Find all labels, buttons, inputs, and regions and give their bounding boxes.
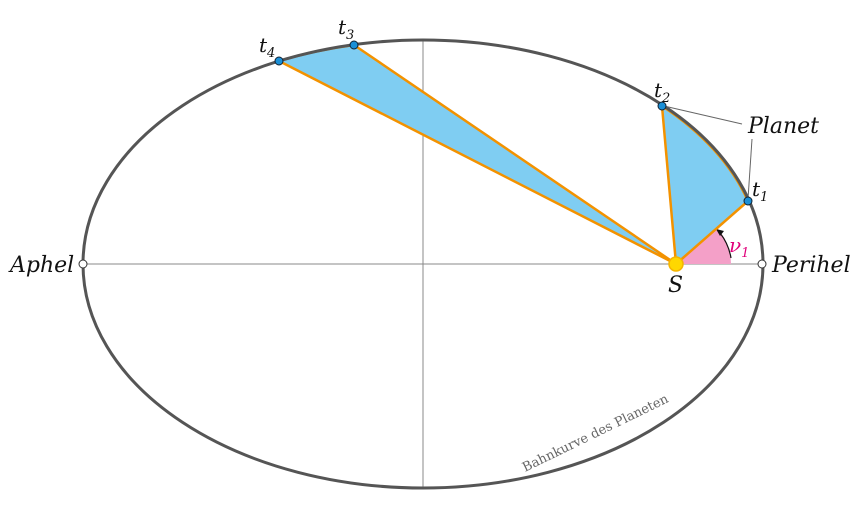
t3-label: t3 bbox=[338, 15, 354, 43]
planet-label: Planet bbox=[747, 114, 819, 139]
planet-t1 bbox=[743, 196, 753, 206]
planet-t4 bbox=[274, 56, 284, 66]
aphel-point bbox=[78, 259, 88, 269]
orbit-label: Bahnkurve des Planeten bbox=[520, 391, 671, 475]
t2-label: t2 bbox=[654, 78, 670, 106]
leader-line-t1 bbox=[747, 138, 753, 200]
perihel-label: Perihel bbox=[771, 253, 851, 278]
sun-label: S bbox=[668, 273, 683, 298]
t1-label: t1 bbox=[752, 177, 768, 205]
arrow-head-icon bbox=[716, 229, 724, 236]
perihel-point bbox=[757, 259, 767, 269]
true-anomaly-sector bbox=[676, 229, 731, 264]
planet-t3 bbox=[349, 40, 359, 50]
aphel-label: Aphel bbox=[8, 253, 74, 278]
sun-icon bbox=[668, 256, 684, 272]
leader-line-t2 bbox=[663, 105, 743, 125]
swept-area-t3-t4 bbox=[277, 43, 678, 266]
planet-t2 bbox=[657, 101, 667, 111]
t4-label: t4 bbox=[259, 33, 275, 61]
angle-label: ν1 bbox=[729, 233, 749, 261]
